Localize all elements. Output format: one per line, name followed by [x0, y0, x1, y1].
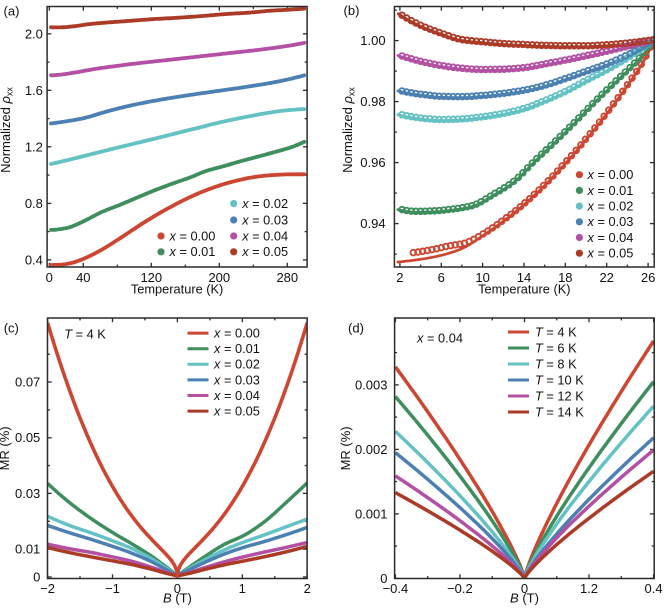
svg-text:14: 14: [517, 270, 531, 285]
svg-text:0.8: 0.8: [25, 196, 43, 211]
svg-text:x = 0.00: x = 0.00: [213, 326, 260, 341]
svg-text:x = 0.05: x = 0.05: [213, 404, 260, 419]
svg-text:MR (%): MR (%): [0, 426, 12, 470]
svg-text:0.94: 0.94: [360, 216, 385, 231]
svg-text:T = 12 K: T = 12 K: [535, 388, 584, 403]
svg-text:2.0: 2.0: [25, 26, 43, 41]
svg-text:1.6: 1.6: [25, 83, 43, 98]
svg-text:0.01: 0.01: [15, 542, 40, 557]
svg-text:2: 2: [396, 270, 403, 285]
svg-text:0: 0: [380, 571, 387, 586]
svg-text:Temperature (K): Temperature (K): [478, 282, 570, 297]
svg-text:T = 4 K: T = 4 K: [535, 324, 577, 339]
svg-text:x = 0.02: x = 0.02: [213, 357, 260, 372]
svg-text:(b): (b): [344, 3, 360, 18]
svg-text:x = 0.00: x = 0.00: [169, 228, 216, 243]
svg-text:x = 0.04: x = 0.04: [587, 230, 634, 245]
svg-text:0.03: 0.03: [15, 486, 40, 501]
svg-text:0: 0: [521, 581, 528, 596]
svg-text:x = 0.03: x = 0.03: [213, 372, 260, 387]
svg-text:−0.2: −0.2: [447, 581, 473, 596]
svg-text:T = 8 K: T = 8 K: [535, 356, 577, 371]
svg-text:−0.4: −0.4: [383, 581, 409, 596]
svg-text:0.002: 0.002: [355, 442, 388, 457]
svg-text:280: 280: [276, 270, 298, 285]
svg-text:x = 0.03: x = 0.03: [241, 212, 288, 227]
svg-text:x = 0.03: x = 0.03: [587, 214, 634, 229]
svg-text:B (T): B (T): [510, 591, 539, 606]
svg-text:Temperature (K): Temperature (K): [131, 282, 223, 297]
svg-text:x = 0.05: x = 0.05: [241, 244, 288, 259]
svg-text:0.96: 0.96: [360, 155, 385, 170]
svg-text:(a): (a): [4, 4, 20, 19]
svg-text:T = 4 K: T = 4 K: [64, 326, 106, 341]
svg-text:x = 0.01: x = 0.01: [169, 244, 216, 259]
svg-text:120: 120: [140, 270, 162, 285]
svg-text:Normalized ρxx: Normalized ρxx: [0, 87, 15, 173]
svg-text:−2: −2: [40, 581, 55, 596]
svg-text:40: 40: [76, 270, 90, 285]
svg-text:x = 0.04: x = 0.04: [213, 388, 260, 403]
svg-text:x = 0.05: x = 0.05: [587, 246, 634, 261]
svg-text:22: 22: [599, 270, 613, 285]
svg-text:T = 14 K: T = 14 K: [535, 404, 584, 419]
svg-text:x = 0.02: x = 0.02: [587, 199, 634, 214]
svg-text:x = 0.01: x = 0.01: [213, 341, 260, 356]
svg-text:0.003: 0.003: [355, 377, 388, 392]
svg-text:2: 2: [304, 581, 311, 596]
svg-text:0.05: 0.05: [15, 430, 40, 445]
svg-text:1.2: 1.2: [25, 139, 43, 154]
svg-text:0.4: 0.4: [25, 252, 43, 267]
svg-text:x = 0.00: x = 0.00: [587, 167, 634, 182]
svg-text:0: 0: [33, 570, 40, 585]
svg-text:Normalized ρxx: Normalized ρxx: [340, 87, 357, 173]
svg-text:MR (%): MR (%): [338, 426, 353, 470]
svg-text:0.001: 0.001: [355, 506, 388, 521]
svg-text:−1: −1: [105, 581, 120, 596]
svg-text:26: 26: [641, 270, 655, 285]
svg-text:1: 1: [239, 581, 246, 596]
svg-text:1.2: 1.2: [580, 581, 598, 596]
svg-text:(c): (c): [4, 321, 19, 336]
svg-text:0.98: 0.98: [360, 94, 385, 109]
svg-text:x = 0.02: x = 0.02: [241, 196, 288, 211]
svg-text:0: 0: [46, 270, 53, 285]
svg-text:0.07: 0.07: [15, 375, 40, 390]
svg-text:18: 18: [558, 270, 572, 285]
svg-text:200: 200: [208, 270, 230, 285]
svg-text:x = 0.04: x = 0.04: [241, 228, 288, 243]
svg-text:10: 10: [475, 270, 489, 285]
svg-text:T = 6 K: T = 6 K: [535, 340, 577, 355]
svg-text:x = 0.01: x = 0.01: [587, 183, 634, 198]
svg-text:1.00: 1.00: [360, 33, 385, 48]
svg-text:x = 0.04: x = 0.04: [416, 330, 463, 345]
svg-text:6: 6: [438, 270, 445, 285]
svg-text:0: 0: [174, 581, 181, 596]
svg-text:(d): (d): [348, 321, 364, 336]
svg-text:B (T): B (T): [163, 591, 192, 606]
svg-text:T = 10 K: T = 10 K: [535, 372, 584, 387]
svg-text:0.4: 0.4: [645, 581, 663, 596]
